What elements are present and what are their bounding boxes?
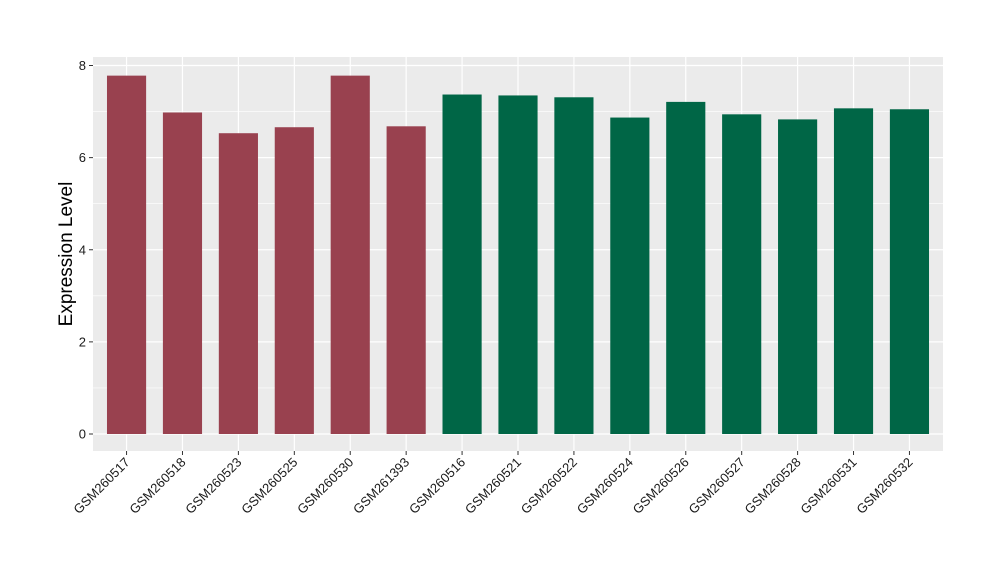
bar-gsm260523 <box>218 133 258 435</box>
bar-gsm260521 <box>498 95 538 435</box>
bar-gsm260524 <box>610 117 650 434</box>
x-tick-label: GSM260526 <box>630 455 692 517</box>
bar-gsm260531 <box>833 108 874 434</box>
bar-gsm260516 <box>442 94 482 434</box>
bar-gsm261393 <box>386 126 426 435</box>
x-tick-label: GSM260523 <box>182 455 244 517</box>
bar-gsm260528 <box>778 119 818 434</box>
bar-gsm260518 <box>162 112 203 434</box>
x-tick-label: GSM260516 <box>406 455 468 517</box>
x-tick-label: GSM260517 <box>70 455 132 517</box>
x-tick-label: GSM260528 <box>742 455 804 517</box>
bar-gsm260526 <box>666 101 706 434</box>
y-axis: 0 2 4 6 8 <box>79 58 93 442</box>
y-tick-label: 4 <box>79 242 86 257</box>
y-axis-title: Expression Level <box>56 182 77 327</box>
y-tick-label: 2 <box>79 334 86 349</box>
x-tick-label: GSM260527 <box>686 455 748 517</box>
x-tick-label: GSM261393 <box>350 455 412 517</box>
y-tick-label: 6 <box>79 150 86 165</box>
x-axis: GSM260517GSM260518GSM260523GSM260525GSM2… <box>70 451 916 517</box>
x-tick-label: GSM260518 <box>126 455 188 517</box>
bar-gsm260525 <box>274 127 314 434</box>
x-tick-label: GSM260524 <box>574 455 636 517</box>
bar-gsm260522 <box>554 97 594 434</box>
x-tick-label: GSM260525 <box>238 455 300 517</box>
y-tick-label: 8 <box>79 58 86 73</box>
bar-gsm260527 <box>722 114 762 435</box>
bar-gsm260530 <box>330 75 370 434</box>
y-tick-label: 0 <box>79 427 86 442</box>
bars <box>106 75 930 435</box>
bar-gsm260517 <box>106 75 147 434</box>
x-tick-label: GSM260522 <box>518 455 580 517</box>
x-tick-label: GSM260521 <box>462 455 524 517</box>
x-tick-label: GSM260530 <box>294 455 356 517</box>
x-tick-label: GSM260532 <box>853 455 915 517</box>
x-tick-label: GSM260531 <box>797 455 859 517</box>
bar-gsm260532 <box>889 109 930 435</box>
